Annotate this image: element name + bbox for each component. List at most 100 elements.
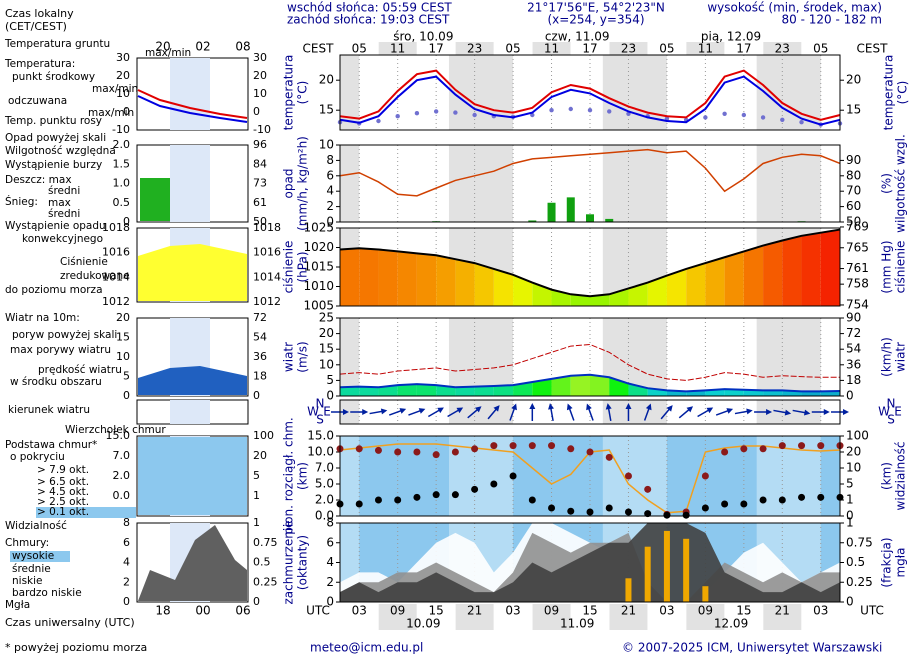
- cloud-top: [740, 445, 748, 453]
- wind-arrow: [388, 408, 407, 416]
- wind-area: [820, 391, 840, 396]
- mini-tick: 8: [123, 516, 130, 529]
- pressure-area: [590, 294, 610, 306]
- y2-tick-label: 20: [846, 445, 861, 459]
- cloud-top: [509, 442, 517, 450]
- pressure-area: [686, 263, 706, 306]
- mini-tick: 1: [253, 516, 260, 529]
- mini-tick: 20: [253, 449, 267, 462]
- tick-bg: [455, 42, 494, 55]
- legend-item: Deszcz: max: [5, 174, 72, 186]
- mini-tick: 0.5: [113, 196, 131, 209]
- fog-bar: [663, 530, 670, 602]
- utc-tick: 15: [582, 604, 597, 618]
- night-band: [340, 436, 360, 516]
- legend-item: Mgła: [5, 599, 30, 611]
- wind-arrow: [427, 407, 444, 418]
- arrow-head: [803, 409, 811, 416]
- y-tick-label: 1005: [303, 299, 334, 313]
- compass: N: [887, 397, 896, 411]
- day-label: śro, 10.09: [393, 30, 453, 44]
- pressure-line: [339, 228, 841, 298]
- cloud-top: [413, 448, 421, 456]
- mini-tick: 0.75: [253, 536, 278, 549]
- wind-arrow: [487, 405, 500, 420]
- arrow-head: [418, 408, 426, 414]
- wind-area: [455, 386, 475, 396]
- axis-title: (oktanty): [296, 535, 310, 590]
- cloud-base: [490, 480, 498, 488]
- cloud-top: [759, 445, 767, 453]
- mini-time: 02: [195, 40, 210, 54]
- arrow-head: [706, 407, 714, 414]
- y2-tick-label: 0.25: [846, 575, 873, 589]
- mini-tick: 6: [123, 536, 130, 549]
- cloud-base: [663, 511, 671, 519]
- mini-time: 20: [155, 40, 170, 54]
- cloud-base: [817, 493, 825, 501]
- mini-tick: 1018: [102, 221, 130, 234]
- y-tick-label: 5: [326, 373, 334, 387]
- wind-area: [416, 384, 437, 396]
- dew-point: [453, 110, 458, 115]
- cest-label: CEST: [857, 42, 889, 56]
- cloud-top: [605, 453, 613, 461]
- tick-bg: [532, 42, 571, 55]
- wind-area: [532, 378, 552, 396]
- y-tick-label: 2: [326, 575, 334, 589]
- legend-box: [10, 551, 70, 562]
- arrow-head: [493, 405, 500, 412]
- legend-item: o pokryciu: [10, 451, 65, 463]
- tick-bg: [763, 42, 802, 55]
- y-tick-label: 0: [326, 215, 334, 229]
- pressure-area: [628, 282, 648, 306]
- mini-temp2: [137, 95, 248, 123]
- wind-arrow: [331, 409, 349, 415]
- y-tick-label: 25: [319, 311, 334, 325]
- cest-tick: 05: [505, 42, 520, 56]
- axis-title: (km/h): [880, 337, 894, 377]
- utc-tick: 21: [775, 604, 790, 618]
- cloud-low: [340, 523, 840, 602]
- pressure-area: [416, 253, 437, 306]
- wind-area: [513, 381, 533, 396]
- y2-tick-label: 36: [846, 357, 861, 371]
- cloud-top: [778, 442, 786, 450]
- panel-frame: [339, 54, 841, 131]
- legend-item: > 0.1 okt.: [37, 506, 89, 518]
- legend-item: punkt środkowy: [12, 71, 95, 83]
- humidity: [339, 148, 841, 197]
- y-tick-label: 0.0: [315, 509, 334, 523]
- rain-bar: [605, 218, 614, 222]
- cloud-base: [759, 496, 767, 504]
- wind-arrow: [754, 409, 773, 415]
- arrow-head: [645, 403, 652, 411]
- y-tick-label: 1020: [303, 240, 334, 254]
- axis-title: zachmurzenie: [282, 520, 296, 604]
- mini-tick: 2: [123, 575, 130, 588]
- cest-tick: 23: [775, 42, 790, 56]
- wind-arrow: [773, 409, 792, 416]
- mini-tick: 1014: [253, 270, 281, 283]
- panel-frame: [339, 435, 841, 517]
- pressure-area: [397, 251, 417, 306]
- utc-label: UTC: [306, 604, 330, 618]
- cest-tick: 23: [621, 42, 636, 56]
- tick-bg: [571, 42, 609, 55]
- mini-tick: 1016: [102, 246, 130, 259]
- tick-bg: [417, 604, 456, 630]
- fog-bar: [625, 578, 632, 602]
- tick-bg: [494, 42, 533, 55]
- arrow-head: [456, 407, 464, 414]
- mini-tick: 100: [253, 429, 274, 442]
- wind-arrow: [831, 409, 849, 415]
- axis-title: opad: [282, 169, 296, 199]
- mini-tick: 1: [253, 489, 260, 502]
- dew-point: [587, 108, 593, 113]
- mini-fill: [138, 366, 247, 395]
- panel-frame: [339, 399, 841, 425]
- wind-area: [551, 375, 571, 396]
- night-band: [340, 318, 360, 396]
- wind-area: [378, 385, 398, 396]
